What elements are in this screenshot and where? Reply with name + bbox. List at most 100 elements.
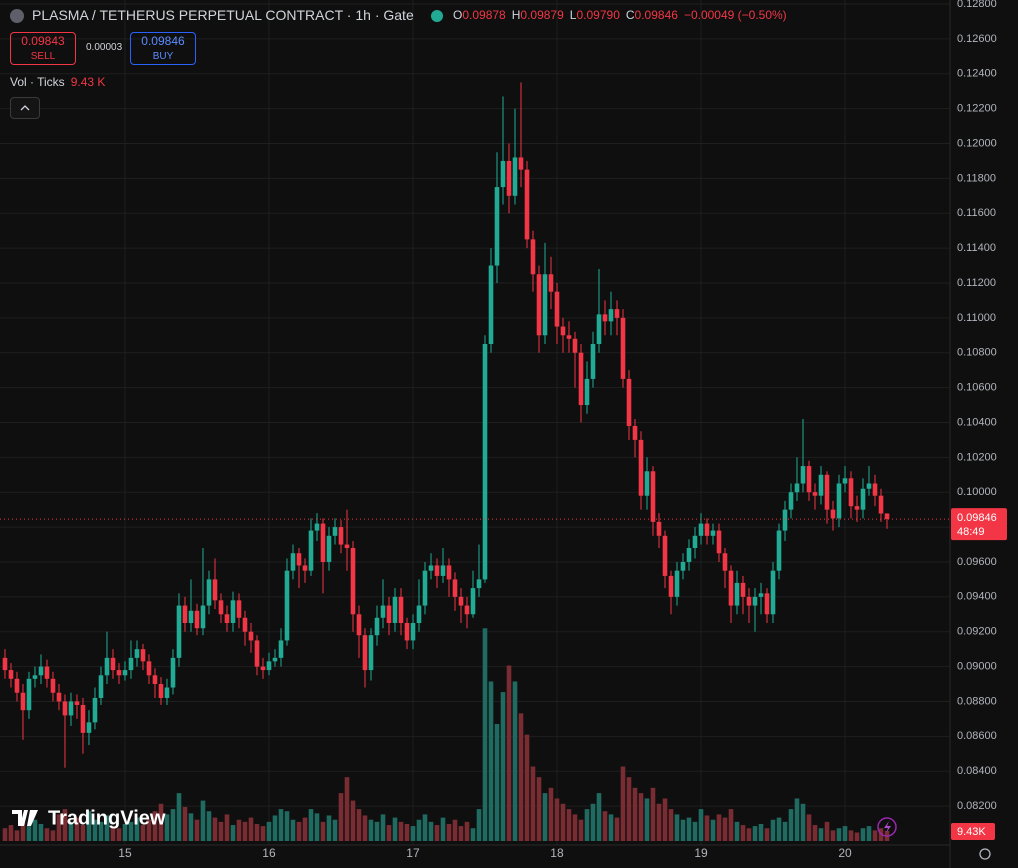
candle-body — [266, 661, 272, 671]
volume-bar — [50, 830, 56, 841]
candle-body — [668, 575, 674, 597]
candle-body — [692, 535, 698, 549]
volume-bar — [464, 821, 470, 841]
volume-bar — [536, 777, 542, 841]
watermark-text: TradingView — [48, 807, 166, 829]
candle-body — [428, 565, 434, 571]
candle-body — [590, 344, 596, 379]
candle-body — [746, 596, 752, 606]
volume-bar — [500, 692, 506, 841]
candle-body — [494, 187, 500, 266]
y-tick-label: 0.12000 — [957, 137, 997, 149]
volume-bar — [386, 825, 392, 841]
volume-bar — [140, 825, 146, 841]
candle-body — [392, 596, 398, 623]
candle-body — [632, 425, 638, 440]
buy-button[interactable]: 0.09846 BUY — [130, 32, 196, 65]
volume-bar — [8, 825, 14, 841]
candle-body — [710, 530, 716, 536]
buy-label: BUY — [152, 51, 174, 62]
candle-body — [758, 593, 764, 597]
candle-body — [302, 565, 308, 571]
candle-body — [134, 649, 140, 658]
volume-bar — [740, 825, 746, 841]
volume-bar — [98, 821, 104, 841]
volume-bar — [158, 803, 164, 841]
volume-bar — [110, 826, 116, 841]
candle-body — [122, 670, 128, 676]
volume-bar — [650, 787, 656, 841]
volume-bar — [176, 793, 182, 841]
candle-body — [584, 378, 590, 406]
y-tick-label: 0.08600 — [957, 730, 997, 742]
volume-bar — [680, 819, 686, 841]
candle-body — [608, 309, 614, 322]
volume-bar — [716, 814, 722, 841]
volume-bar — [362, 815, 368, 841]
candle-body — [344, 544, 350, 549]
candle-body — [314, 523, 320, 531]
candle-body — [842, 478, 848, 484]
volume-bar — [836, 828, 842, 841]
volume-bar — [596, 793, 602, 841]
watermark-logo — [12, 810, 38, 826]
candle-body — [26, 678, 32, 711]
volume-bar — [662, 798, 668, 841]
y-tick-label: 0.08800 — [957, 695, 997, 707]
ohlc-key: L — [569, 8, 577, 22]
candle-body — [560, 326, 566, 336]
volume-bar — [530, 766, 536, 841]
volume-bar — [842, 826, 848, 841]
candle-body — [104, 657, 110, 676]
y-tick-label: 0.08200 — [957, 800, 997, 812]
y-tick-label: 0.09600 — [957, 556, 997, 568]
y-tick-label: 0.12400 — [957, 68, 997, 80]
candle-body — [32, 675, 38, 679]
volume-bar — [602, 811, 608, 841]
volume-bar — [116, 828, 122, 841]
sell-button[interactable]: 0.09843 SELL — [10, 32, 76, 65]
candle-body — [614, 309, 620, 318]
candle-body — [650, 471, 656, 522]
candle-body — [740, 582, 746, 597]
volume-bar — [812, 825, 818, 841]
candle-body — [374, 617, 380, 636]
y-tick-label: 0.11400 — [957, 242, 996, 254]
collapse-button[interactable] — [10, 97, 40, 119]
candle-body — [68, 701, 74, 716]
volume-legend: Vol · Ticks 9.43 K — [10, 75, 105, 89]
volume-bar — [764, 828, 770, 841]
sell-label: SELL — [30, 51, 56, 62]
buy-price: 0.09846 — [141, 34, 185, 48]
volume-bar — [572, 814, 578, 841]
volume-bar — [356, 809, 362, 841]
ohlc-key: H — [511, 8, 521, 22]
candle-body — [482, 344, 488, 580]
y-tick-label: 0.10400 — [957, 416, 997, 428]
candle-body — [884, 513, 890, 520]
candle-body — [638, 439, 644, 496]
candle-body — [860, 488, 866, 510]
volume-bar — [752, 826, 758, 841]
candle-body — [446, 565, 452, 580]
candle-body — [248, 631, 254, 641]
candle-body — [308, 530, 314, 571]
candle-body — [686, 548, 692, 562]
volume-bar — [326, 815, 332, 841]
volume-bar — [632, 787, 638, 841]
volume-bar — [422, 814, 428, 841]
candle-body — [476, 579, 482, 589]
candle-body — [464, 605, 470, 615]
candle-body — [524, 169, 530, 240]
volume-bar — [260, 826, 266, 841]
candle-body — [14, 678, 20, 693]
candle-body — [194, 610, 200, 629]
volume-bar — [590, 803, 596, 841]
volume-legend-value: 9.43 K — [70, 75, 106, 89]
volume-bar — [428, 821, 434, 841]
symbol-title[interactable]: PLASMA / TETHERUS PERPETUAL CONTRACT · 1… — [32, 7, 414, 23]
y-tick-label: 0.09400 — [957, 591, 997, 603]
settings-icon — [979, 848, 991, 860]
candle-body — [848, 478, 854, 507]
